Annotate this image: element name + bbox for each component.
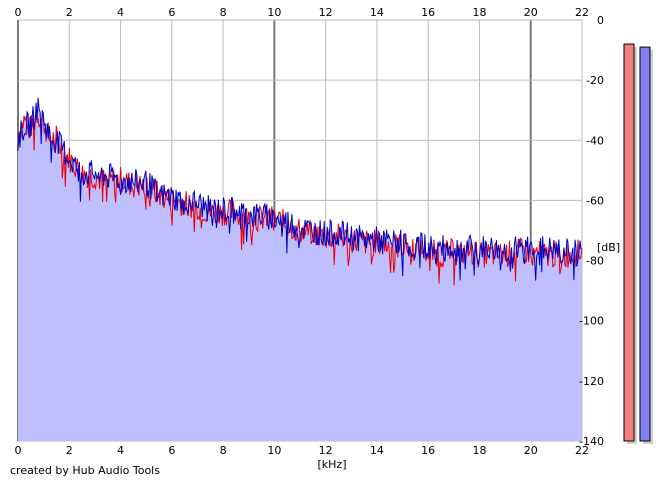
x-tick-label-top: 2 [66,6,73,19]
level-meter-bar [623,43,635,442]
x-tick-label-bottom: 4 [117,444,124,457]
y-tick-label: -100 [579,315,604,328]
y-tick-label: -80 [586,255,604,268]
y-tick-label: -60 [586,194,604,207]
y-tick-label: -40 [586,134,604,147]
spectrum-fill [18,97,582,442]
x-tick-label-bottom: 10 [267,444,281,457]
x-tick-label-top: 6 [168,6,175,19]
y-tick-label: -140 [579,435,604,448]
x-tick-label-top: 18 [472,6,486,19]
x-tick-label-top: 12 [319,6,333,19]
x-tick-label-bottom: 22 [575,444,589,457]
x-tick-label-bottom: 6 [168,444,175,457]
x-tick-label-bottom: 12 [319,444,333,457]
level-meter-bar [639,46,651,442]
y-tick-label: 0 [597,14,604,27]
x-tick-label-top: 8 [220,6,227,19]
x-tick-label-bottom: 14 [370,444,384,457]
x-tick-label-top: 10 [267,6,281,19]
x-tick-label-bottom: 8 [220,444,227,457]
x-axis-label: [kHz] [318,458,347,471]
credit-text: created by Hub Audio Tools [10,464,160,477]
x-tick-label-top: 14 [370,6,384,19]
x-tick-label-bottom: 18 [472,444,486,457]
y-axis-label: [dB] [597,241,620,254]
x-tick-label-bottom: 20 [524,444,538,457]
x-tick-label-top: 0 [15,6,22,19]
series-line [17,97,582,281]
x-tick-label-bottom: 2 [66,444,73,457]
x-tick-label-top: 16 [421,6,435,19]
y-tick-label: -20 [586,74,604,87]
x-tick-label-bottom: 0 [15,444,22,457]
x-tick-label-bottom: 16 [421,444,435,457]
y-tick-label: -120 [579,375,604,388]
x-tick-label-top: 22 [575,6,589,19]
tick-labels: 002244668810101212141416161818202022220-… [15,6,605,457]
spectrum-area [18,97,582,442]
x-tick-label-top: 4 [117,6,124,19]
x-tick-label-top: 20 [524,6,538,19]
level-meters [623,43,653,445]
series-group [17,97,583,286]
